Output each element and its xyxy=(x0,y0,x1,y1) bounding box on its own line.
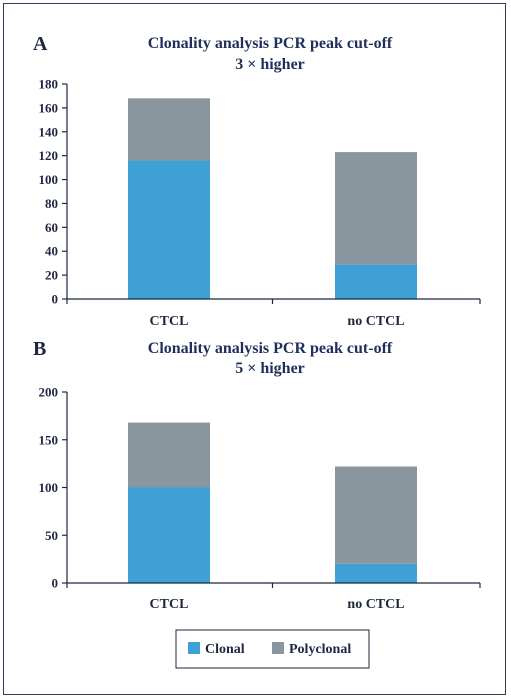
panel-a-y-tick-label: 140 xyxy=(39,124,59,139)
panel-b-bar-clonal-ctcl xyxy=(128,487,210,583)
panel-a-y-tick-label: 20 xyxy=(45,268,58,283)
panel-b-bar-polyclonal-no-ctcl xyxy=(335,466,417,564)
panel-a-y-tick-label: 60 xyxy=(45,220,58,235)
panel-b-category-label: CTCL xyxy=(150,597,189,612)
panel-b-title: Clonality analysis PCR peak cut-off xyxy=(148,340,393,357)
panel-a-letter: A xyxy=(33,33,48,55)
legend-box xyxy=(175,629,370,669)
legend-swatch-clonal xyxy=(188,642,200,654)
panel-a-y-tick-label: 80 xyxy=(45,196,58,211)
panel-b-bar-clonal-no-ctcl xyxy=(335,563,417,583)
panel-a-subtitle: 3 × higher xyxy=(235,56,305,73)
panel-b-y-tick-label: 50 xyxy=(45,528,58,543)
panel-a-bar-clonal-ctcl xyxy=(128,160,210,299)
panel-b-y-tick-label: 200 xyxy=(39,385,59,400)
legend-label-clonal: Clonal xyxy=(205,642,245,657)
legend-swatch-polyclonal xyxy=(272,642,284,654)
panel-a-y-tick-label: 0 xyxy=(52,292,59,307)
panel-a-y-tick-label: 40 xyxy=(45,244,58,259)
panel-a-bar-polyclonal-ctcl xyxy=(128,98,210,161)
panel-a-y-tick-label: 120 xyxy=(39,148,59,163)
panel-b-y-tick-label: 100 xyxy=(39,480,59,495)
panel-a-y-tick-label: 100 xyxy=(39,172,59,187)
panel-b-subtitle: 5 × higher xyxy=(235,360,305,377)
panel-b-letter: B xyxy=(33,338,46,360)
panel-a-category-label: no CTCL xyxy=(347,314,404,329)
panel-a-y-tick-label: 160 xyxy=(39,100,59,115)
panel-b-y-tick-label: 0 xyxy=(52,576,59,591)
panel-a-bar-polyclonal-no-ctcl xyxy=(335,152,417,265)
panel-a-bar-clonal-no-ctcl xyxy=(335,264,417,299)
panel-b-bar-polyclonal-ctcl xyxy=(128,422,210,488)
panel-a-title: Clonality analysis PCR peak cut-off xyxy=(148,35,393,52)
legend-label-polyclonal: Polyclonal xyxy=(289,642,351,657)
panel-b-category-label: no CTCL xyxy=(347,597,404,612)
panel-b-y-tick-label: 150 xyxy=(39,432,59,447)
panel-a-y-tick-label: 180 xyxy=(39,77,59,92)
figure-border xyxy=(3,3,506,695)
panel-a-category-label: CTCL xyxy=(150,314,189,329)
